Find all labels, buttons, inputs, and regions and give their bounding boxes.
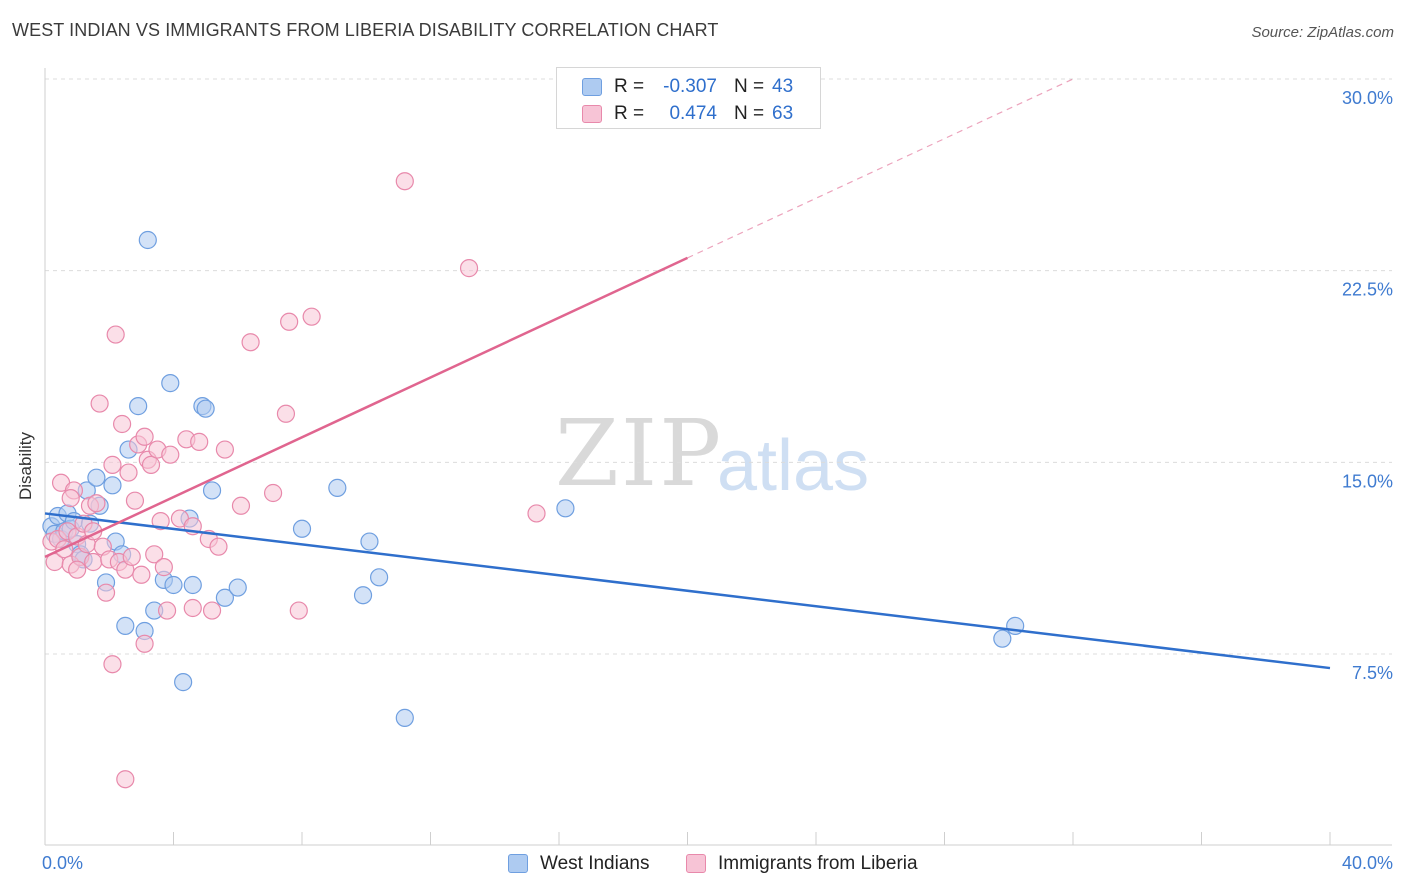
point-west-indians	[116, 616, 135, 635]
legend-n-label: N =	[734, 103, 765, 124]
point-liberia	[302, 307, 321, 326]
point-liberia	[289, 601, 308, 620]
series-legend: West Indians Immigrants from Liberia	[0, 852, 1406, 878]
point-liberia	[395, 172, 414, 191]
x-tick-label-min: 0.0%	[42, 853, 83, 873]
chart-source: Source: ZipAtlas.com	[1251, 24, 1394, 41]
point-west-indians	[103, 476, 122, 495]
point-liberia	[96, 583, 116, 602]
watermark-zip: ZIP	[555, 400, 724, 507]
y-tick-label: 15.0%	[1342, 471, 1393, 491]
series-swatch-west-indians	[508, 854, 528, 873]
trendline-liberia	[44, 256, 689, 559]
point-west-indians	[138, 230, 157, 250]
point-liberia	[141, 455, 161, 474]
point-west-indians	[370, 568, 389, 587]
point-west-indians	[228, 578, 247, 597]
correlation-legend: R = -0.307 N = 43 R = 0.474 N = 63	[556, 67, 821, 129]
point-liberia	[202, 601, 222, 620]
point-liberia	[68, 560, 87, 579]
point-west-indians	[196, 399, 215, 418]
point-liberia	[90, 394, 109, 413]
point-liberia	[154, 558, 173, 577]
point-liberia	[527, 504, 546, 523]
point-west-indians	[215, 588, 234, 607]
point-liberia	[215, 440, 234, 459]
point-west-indians	[328, 478, 347, 497]
point-liberia	[61, 489, 80, 508]
point-west-indians	[292, 519, 312, 538]
y-axis-label: Disability	[16, 431, 35, 500]
y-tick-label: 30.0%	[1342, 88, 1393, 108]
point-liberia	[84, 552, 103, 572]
x-tick-label-max: 40.0%	[1342, 853, 1393, 873]
legend-row-west-indians: R = -0.307 N = 43	[557, 74, 820, 100]
point-liberia	[280, 312, 299, 331]
trendline-liberia-extrapolated	[687, 78, 1074, 259]
point-liberia	[103, 655, 122, 674]
point-liberia	[190, 432, 209, 451]
point-liberia	[276, 404, 296, 423]
point-liberia	[116, 770, 135, 789]
point-liberia	[132, 565, 151, 584]
legend-n-label: N =	[734, 76, 765, 97]
point-liberia	[145, 545, 164, 564]
legend-r-label: R =	[614, 76, 645, 97]
y-tick-label: 22.5%	[1342, 280, 1393, 300]
point-liberia	[183, 598, 202, 618]
point-liberia	[209, 537, 228, 556]
legend-n-value: 63	[772, 103, 794, 124]
point-west-indians	[161, 374, 180, 393]
trendline-west-indians	[44, 512, 1331, 670]
point-liberia	[263, 483, 283, 503]
point-west-indians	[87, 468, 106, 487]
watermark-atlas: atlas	[717, 426, 870, 506]
point-liberia	[241, 333, 260, 352]
legend-r-label: R =	[614, 103, 645, 124]
series-swatch-liberia	[686, 854, 706, 873]
point-liberia	[87, 494, 106, 513]
point-liberia	[231, 496, 251, 515]
point-liberia	[106, 325, 125, 344]
point-liberia	[135, 634, 154, 653]
point-liberia	[459, 259, 479, 278]
point-liberia	[119, 463, 138, 482]
y-tick-label: 7.5%	[1352, 663, 1393, 683]
point-liberia	[151, 512, 170, 531]
point-west-indians	[395, 708, 414, 727]
point-west-indians	[360, 532, 379, 551]
point-west-indians	[993, 629, 1012, 648]
point-liberia	[112, 414, 132, 434]
point-liberia	[103, 455, 122, 474]
series-label-west-indians: West Indians	[540, 853, 650, 874]
point-liberia	[122, 547, 141, 566]
point-liberia	[157, 601, 177, 620]
series-label-liberia: Immigrants from Liberia	[718, 853, 918, 874]
y-axis-label-wrap: Disability	[16, 432, 40, 501]
point-west-indians	[183, 575, 202, 595]
legend-r-value: 0.474	[669, 103, 717, 124]
point-liberia	[125, 491, 145, 510]
point-liberia	[135, 427, 154, 446]
legend-n-value: 43	[772, 76, 794, 97]
legend-swatch-liberia	[582, 105, 602, 123]
point-west-indians	[556, 499, 575, 518]
point-west-indians	[353, 586, 373, 605]
point-west-indians	[129, 397, 148, 416]
point-west-indians	[202, 481, 222, 500]
point-west-indians	[174, 673, 193, 692]
legend-swatch-west-indians	[582, 78, 602, 96]
point-liberia	[161, 445, 180, 464]
legend-row-liberia: R = 0.474 N = 63	[557, 101, 820, 127]
legend-r-value: -0.307	[663, 76, 717, 97]
point-west-indians	[164, 575, 183, 595]
chart-title: WEST INDIAN VS IMMIGRANTS FROM LIBERIA D…	[12, 20, 719, 40]
